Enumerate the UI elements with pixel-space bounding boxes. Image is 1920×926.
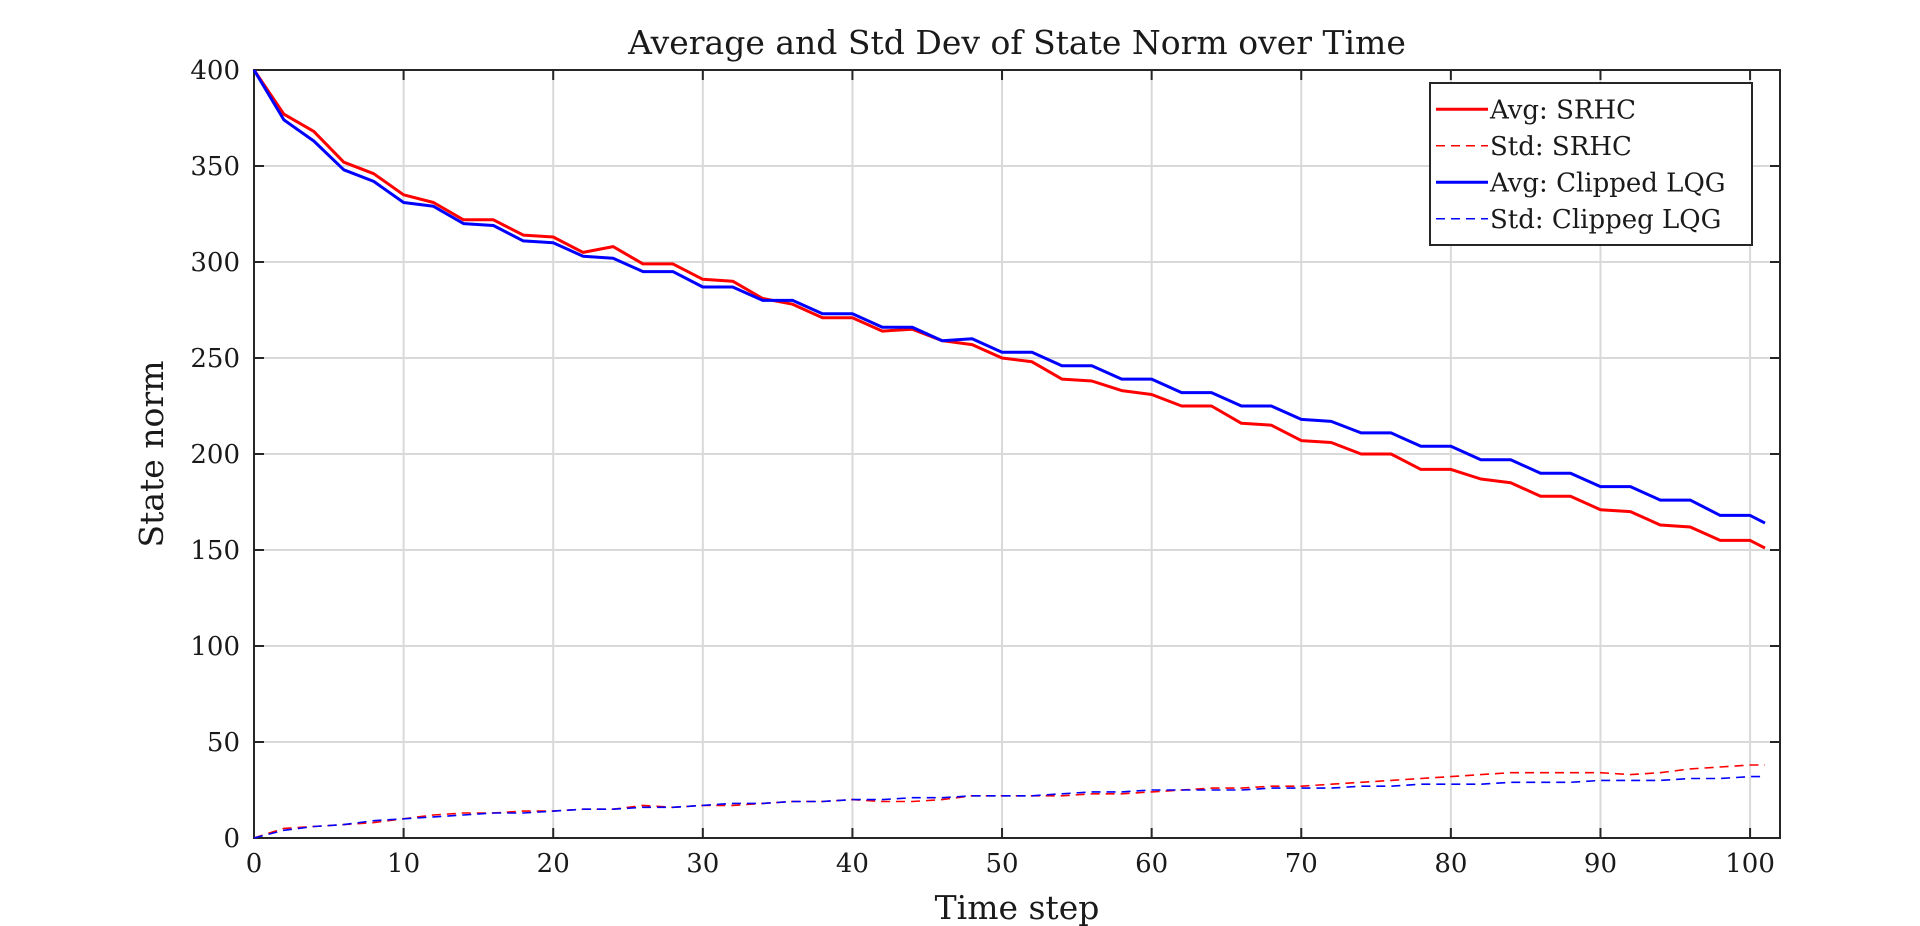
x-tick-label: 60 [1135, 849, 1168, 879]
chart-title: Average and Std Dev of State Norm over T… [627, 23, 1406, 62]
y-tick-label: 250 [190, 344, 240, 374]
y-tick-label: 300 [190, 248, 240, 278]
legend-label-3: Std: Clippeg LQG [1490, 205, 1721, 235]
y-tick-label: 0 [223, 824, 240, 854]
x-tick-label: 70 [1285, 849, 1318, 879]
x-tick-label: 20 [537, 849, 570, 879]
y-axis-tick-labels: 0 50 100 150 200 250 300 350 400 [190, 56, 240, 854]
legend-entries: Avg: SRHC Std: SRHC Avg: Clipped LQG Std: C… [1436, 95, 1726, 235]
y-tick-label: 50 [207, 728, 240, 758]
x-axis-tick-labels: 0 10 20 30 40 50 60 70 80 90 100 [246, 849, 1775, 879]
x-tick-label: 80 [1434, 849, 1467, 879]
y-tick-label: 150 [190, 536, 240, 566]
legend: Avg: SRHC Std: SRHC Avg: Clipped LQG Std: C… [1429, 82, 1753, 246]
legend-label-2: Avg: Clipped LQG [1489, 168, 1726, 198]
series-line-3 [253, 775, 1765, 839]
x-axis-title: Time step [935, 888, 1100, 926]
x-tick-label: 30 [686, 849, 719, 879]
y-tick-label: 200 [190, 440, 240, 470]
series-layer [252, 69, 1766, 839]
legend-label-0: Avg: SRHC [1489, 95, 1636, 125]
y-tick-label: 350 [190, 152, 240, 182]
series-line-2 [252, 69, 1766, 525]
y-tick-label: 400 [190, 56, 240, 86]
x-tick-label: 0 [246, 849, 263, 879]
y-tick-label: 100 [190, 632, 240, 662]
x-tick-label: 10 [387, 849, 420, 879]
x-tick-label: 40 [836, 849, 869, 879]
x-tick-label: 50 [985, 849, 1018, 879]
x-tick-label: 100 [1725, 849, 1775, 879]
y-axis-title: State norm [132, 360, 171, 547]
series-line-0 [252, 69, 1766, 550]
x-tick-label: 90 [1584, 849, 1617, 879]
axis-ticks [253, 69, 1780, 839]
legend-label-1: Std: SRHC [1490, 132, 1632, 162]
